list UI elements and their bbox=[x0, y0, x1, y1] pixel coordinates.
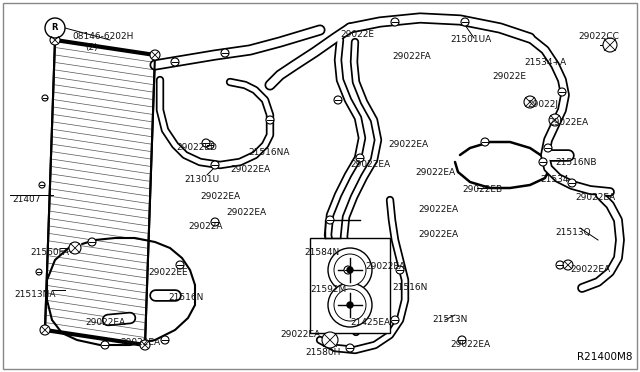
Circle shape bbox=[396, 266, 404, 274]
Text: (2): (2) bbox=[85, 43, 98, 52]
Text: 21516NB: 21516NB bbox=[555, 158, 596, 167]
Circle shape bbox=[549, 114, 561, 126]
Circle shape bbox=[347, 302, 353, 308]
Text: 29022J: 29022J bbox=[527, 100, 558, 109]
Circle shape bbox=[211, 218, 219, 226]
Text: 29022EA: 29022EA bbox=[226, 208, 266, 217]
Text: 21516N: 21516N bbox=[168, 293, 204, 302]
Text: 29022EA: 29022EA bbox=[450, 340, 490, 349]
Text: 21560FA: 21560FA bbox=[30, 248, 69, 257]
Text: 21592M: 21592M bbox=[310, 285, 346, 294]
Text: 21513N: 21513N bbox=[432, 315, 467, 324]
Text: 29022EA: 29022EA bbox=[365, 262, 405, 271]
Circle shape bbox=[202, 139, 210, 147]
Text: 29022EA: 29022EA bbox=[388, 140, 428, 149]
Circle shape bbox=[176, 261, 184, 269]
Circle shape bbox=[524, 96, 536, 108]
Circle shape bbox=[347, 267, 353, 273]
Circle shape bbox=[266, 116, 274, 124]
Circle shape bbox=[539, 158, 547, 166]
Circle shape bbox=[334, 254, 366, 286]
Text: R21400M8: R21400M8 bbox=[577, 352, 632, 362]
Text: 21501UA: 21501UA bbox=[450, 35, 492, 44]
Text: 21301U: 21301U bbox=[184, 175, 219, 184]
Text: 29022E: 29022E bbox=[340, 30, 374, 39]
Circle shape bbox=[322, 332, 338, 348]
Text: 29022ED: 29022ED bbox=[176, 143, 217, 152]
Circle shape bbox=[40, 325, 50, 335]
Circle shape bbox=[461, 18, 469, 26]
Text: 29022EA: 29022EA bbox=[280, 330, 320, 339]
Text: 21516NA: 21516NA bbox=[248, 148, 289, 157]
Text: 29022EA: 29022EA bbox=[418, 230, 458, 239]
Text: 29022EA: 29022EA bbox=[418, 205, 458, 214]
Circle shape bbox=[42, 95, 48, 101]
Circle shape bbox=[221, 49, 229, 57]
Circle shape bbox=[45, 18, 65, 38]
Text: 21516N: 21516N bbox=[392, 283, 428, 292]
Polygon shape bbox=[45, 40, 155, 345]
Circle shape bbox=[568, 179, 576, 187]
Text: 29022EA: 29022EA bbox=[200, 192, 240, 201]
Text: 29022EA: 29022EA bbox=[230, 165, 270, 174]
Text: 21513NA: 21513NA bbox=[14, 290, 56, 299]
Circle shape bbox=[211, 161, 219, 169]
Circle shape bbox=[603, 38, 617, 52]
Circle shape bbox=[558, 88, 566, 96]
Text: 29022E: 29022E bbox=[492, 72, 526, 81]
Circle shape bbox=[334, 96, 342, 104]
Circle shape bbox=[326, 216, 334, 224]
Text: R: R bbox=[52, 23, 58, 32]
Text: 21580H: 21580H bbox=[305, 348, 340, 357]
Circle shape bbox=[391, 18, 399, 26]
Circle shape bbox=[69, 242, 81, 254]
Circle shape bbox=[161, 336, 169, 344]
Circle shape bbox=[346, 344, 354, 352]
Text: 29022FA: 29022FA bbox=[392, 52, 431, 61]
Text: 21425EA: 21425EA bbox=[350, 318, 390, 327]
Circle shape bbox=[556, 261, 564, 269]
Text: 21513Q: 21513Q bbox=[555, 228, 591, 237]
Text: 21534: 21534 bbox=[540, 175, 568, 184]
Circle shape bbox=[101, 341, 109, 349]
Circle shape bbox=[88, 238, 96, 246]
Text: 21534+A: 21534+A bbox=[524, 58, 566, 67]
Text: 29022A: 29022A bbox=[188, 222, 223, 231]
Circle shape bbox=[328, 283, 372, 327]
Text: 29022EA: 29022EA bbox=[120, 338, 160, 347]
Circle shape bbox=[563, 260, 573, 270]
Circle shape bbox=[328, 248, 372, 292]
Circle shape bbox=[344, 266, 352, 274]
Text: 29022EA: 29022EA bbox=[415, 168, 455, 177]
Circle shape bbox=[458, 336, 466, 344]
Text: 29022CC: 29022CC bbox=[578, 32, 619, 41]
Circle shape bbox=[334, 289, 366, 321]
Circle shape bbox=[391, 316, 399, 324]
Text: 29022EA: 29022EA bbox=[85, 318, 125, 327]
Text: 29022EA: 29022EA bbox=[548, 118, 588, 127]
Circle shape bbox=[206, 141, 214, 149]
Text: 21584N: 21584N bbox=[304, 248, 339, 257]
Text: 29022EA: 29022EA bbox=[570, 265, 610, 274]
Circle shape bbox=[39, 182, 45, 188]
Circle shape bbox=[140, 340, 150, 350]
Bar bbox=[310, 238, 390, 333]
Text: 08146-6202H: 08146-6202H bbox=[72, 32, 133, 41]
Text: 29022EA: 29022EA bbox=[575, 193, 615, 202]
Text: 21407: 21407 bbox=[12, 195, 40, 204]
Circle shape bbox=[481, 138, 489, 146]
Text: 29022EA: 29022EA bbox=[350, 160, 390, 169]
Circle shape bbox=[50, 35, 60, 45]
Text: 29022EE: 29022EE bbox=[148, 268, 188, 277]
Circle shape bbox=[171, 58, 179, 66]
Text: 29022EB: 29022EB bbox=[462, 185, 502, 194]
Circle shape bbox=[544, 144, 552, 152]
Circle shape bbox=[150, 50, 160, 60]
Circle shape bbox=[356, 154, 364, 162]
Circle shape bbox=[36, 269, 42, 275]
